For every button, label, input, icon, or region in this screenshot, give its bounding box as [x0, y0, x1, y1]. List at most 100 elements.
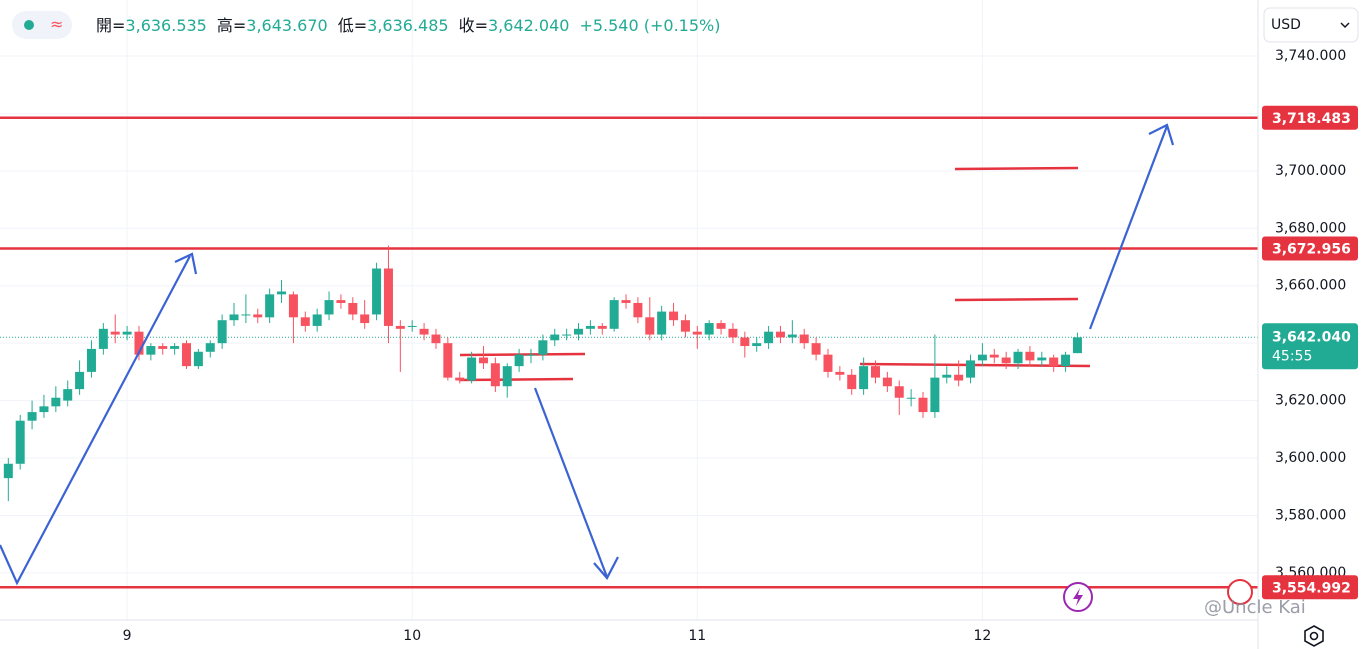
status-pill[interactable] [12, 11, 72, 39]
candle-body [158, 346, 168, 349]
candle-body [1061, 354, 1071, 367]
candle-body [989, 354, 999, 358]
candle-body [170, 346, 180, 349]
candle-body [538, 340, 548, 355]
candle-body [550, 334, 560, 341]
arrow-head [593, 556, 619, 580]
short-level [459, 352, 586, 357]
arrow-head [174, 252, 198, 275]
candle-body [467, 357, 477, 381]
candle-body [942, 374, 952, 378]
candle-body [241, 314, 251, 316]
candle-body [3, 463, 13, 479]
candle-body [930, 377, 940, 413]
candle-body [383, 268, 393, 326]
header-label: 低= [338, 16, 367, 35]
candle-body [823, 354, 833, 372]
grid [0, 0, 1258, 620]
candle-body [39, 406, 49, 413]
last-price-label: 3,642.040 [1272, 329, 1351, 345]
flag-icon[interactable] [1227, 579, 1253, 605]
candle-body [1001, 357, 1011, 364]
header-value: 3,636.535 [125, 16, 206, 35]
candle-body [977, 354, 987, 361]
header-value: 3,643.670 [246, 16, 327, 35]
header-label: 收= [459, 16, 488, 35]
settings-dot [1309, 631, 1319, 641]
candle-body [443, 343, 453, 378]
short-level [954, 297, 1079, 302]
candle-body [811, 343, 821, 355]
candle-body [740, 337, 750, 347]
candle-body [265, 294, 275, 318]
candle-body [609, 300, 619, 329]
chevron [1340, 22, 1350, 29]
candle-body [704, 323, 714, 335]
candle-body [645, 317, 655, 335]
candle-body [490, 363, 500, 387]
candle-body [205, 343, 215, 352]
candle-body [110, 331, 120, 335]
candle-body [51, 397, 61, 407]
candle-body [562, 334, 572, 336]
candle-body [680, 320, 690, 332]
bolt [1073, 588, 1083, 606]
candle-body [300, 317, 310, 326]
candle-body [597, 325, 607, 329]
candle-body [1037, 357, 1047, 361]
candle-body [312, 314, 322, 326]
candle-body [431, 334, 441, 344]
candle-body [526, 354, 536, 356]
candle-body [1049, 357, 1059, 367]
candle-body [859, 366, 869, 390]
candle-body [86, 348, 96, 372]
candle-body [787, 334, 797, 338]
level-label: 3,672.956 [1272, 242, 1351, 258]
y-tick-label: 3,700.000 [1275, 163, 1346, 179]
currency-select[interactable] [1263, 7, 1359, 43]
candle-body [752, 343, 762, 347]
candle-body [775, 331, 785, 338]
last-price-tag [1262, 323, 1358, 370]
candle-body [348, 302, 358, 315]
settings[interactable] [1304, 625, 1324, 647]
arrows [0, 123, 1175, 586]
header-value: 3,636.485 [367, 16, 448, 35]
candle-body [372, 268, 382, 315]
x-tick-label: 12 [973, 628, 991, 644]
candle-body [870, 366, 880, 378]
candle-body [288, 294, 298, 318]
candle-body [657, 311, 667, 335]
y-tick-label: 3,580.000 [1275, 507, 1346, 523]
y-tick-label: 3,600.000 [1275, 450, 1346, 466]
candle-body [419, 328, 429, 335]
candle-body [182, 343, 192, 367]
candle-body [336, 300, 346, 303]
header-label: 開= [96, 16, 125, 35]
candle-body [277, 291, 287, 295]
arrow [533, 387, 609, 578]
candle-body [514, 354, 524, 367]
x-tick-label: 9 [123, 628, 132, 644]
candle-body [906, 397, 916, 399]
candle-body [835, 371, 845, 375]
y-tick-label: 3,620.000 [1275, 393, 1346, 409]
status-dot [24, 20, 34, 30]
watermark: @Uncle Kai [1204, 597, 1306, 618]
candle-body [882, 377, 892, 387]
candle-body [502, 366, 512, 387]
arrow [0, 255, 191, 586]
short-level [459, 377, 574, 382]
ohlc-header: 開=3,636.535 高=3,643.670 低=3,636.485 收=3,642… [96, 16, 720, 35]
candle-body [621, 300, 631, 303]
candle-body [360, 314, 370, 324]
candle-body [75, 371, 85, 390]
candle-body [193, 351, 203, 367]
header-value: 3,642.040 [488, 16, 569, 35]
countdown: 45:55 [1272, 348, 1312, 364]
y-tick-label: 3,680.000 [1275, 220, 1346, 236]
candle-body [217, 320, 227, 344]
y-tick-label: 3,740.000 [1275, 48, 1346, 64]
candle-body [395, 325, 405, 329]
